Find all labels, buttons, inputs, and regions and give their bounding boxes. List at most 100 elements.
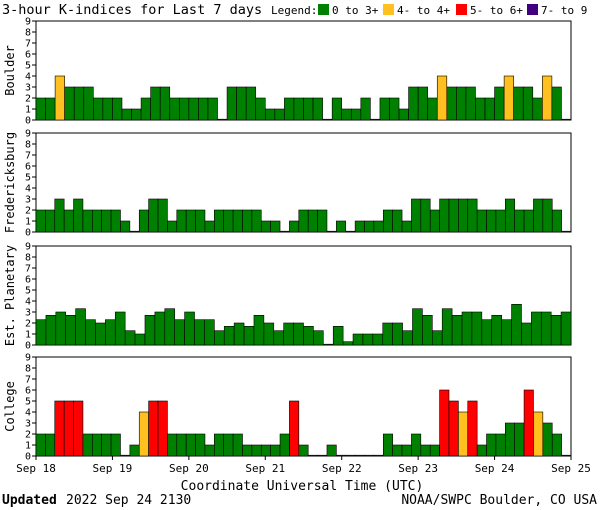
bar <box>471 311 483 346</box>
bar <box>542 198 553 233</box>
bar <box>398 108 409 121</box>
bar <box>121 108 132 121</box>
bar <box>439 198 450 233</box>
bar <box>550 314 562 346</box>
bar <box>523 389 534 457</box>
bar <box>112 97 123 121</box>
bar <box>551 86 562 121</box>
y-tick-label: 0 <box>25 228 31 239</box>
bar <box>124 330 136 346</box>
bar <box>307 209 318 233</box>
bar <box>360 97 371 121</box>
bar <box>354 220 365 233</box>
bar <box>504 422 515 457</box>
bar <box>65 314 76 346</box>
bar <box>35 97 46 121</box>
series-label: College <box>3 381 17 432</box>
bar <box>326 444 337 457</box>
bar <box>495 209 506 233</box>
y-tick-label: 3 <box>25 308 31 319</box>
bar <box>45 433 56 457</box>
bar <box>345 230 356 233</box>
y-tick-label: 9 <box>25 129 31 140</box>
bar <box>458 411 469 457</box>
y-tick-label: 0 <box>25 116 31 127</box>
x-axis-label: Coordinate Universal Time (UTC) <box>181 479 424 494</box>
bar <box>284 97 295 121</box>
legend-entry-label: 5- to 6+ <box>470 4 523 17</box>
bar <box>392 209 403 233</box>
bar <box>188 97 199 121</box>
y-tick-label: 4 <box>25 184 31 195</box>
bar <box>154 311 166 346</box>
bar <box>481 319 493 346</box>
bar <box>486 209 497 233</box>
bar <box>176 433 187 457</box>
y-tick-label: 5 <box>25 173 31 184</box>
bar <box>260 220 271 233</box>
bar <box>255 97 266 121</box>
bar <box>110 433 121 457</box>
bar <box>120 454 131 457</box>
bar <box>45 97 56 121</box>
bar <box>226 86 237 121</box>
bar <box>561 230 572 233</box>
bar <box>422 314 433 346</box>
x-tick-label: Sep 21 <box>245 462 285 475</box>
chart-title: 3-hour K-indices for Last 7 days <box>2 2 262 18</box>
y-tick-label: 3 <box>25 83 31 94</box>
x-tick-label: Sep 23 <box>398 462 438 475</box>
bar <box>451 314 463 346</box>
bar <box>140 97 151 121</box>
bar <box>350 108 362 121</box>
bar <box>264 108 276 121</box>
bar <box>195 433 206 457</box>
y-tick-label: 0 <box>25 452 31 463</box>
y-tick-label: 8 <box>25 364 31 375</box>
y-tick-label: 6 <box>25 386 31 397</box>
bar <box>138 209 149 233</box>
y-tick-label: 2 <box>25 430 31 441</box>
y-tick-label: 9 <box>25 17 31 28</box>
bar <box>279 230 290 233</box>
bar <box>64 86 75 121</box>
bar <box>389 97 400 121</box>
bar <box>427 97 438 121</box>
y-tick-label: 7 <box>25 39 31 50</box>
y-tick-label: 2 <box>25 319 31 330</box>
bar <box>408 86 419 121</box>
bar <box>392 322 403 346</box>
bar <box>341 108 352 121</box>
y-tick-label: 3 <box>25 419 31 430</box>
legend-swatch <box>527 4 538 15</box>
bar <box>382 322 393 346</box>
x-tick-label: Sep 18 <box>16 462 56 475</box>
bar <box>298 444 309 457</box>
bar <box>542 75 553 121</box>
bar <box>336 220 347 233</box>
bar <box>412 308 423 346</box>
bar <box>198 97 209 121</box>
x-tick-label: Sep 25 <box>551 462 591 475</box>
bar <box>521 322 532 346</box>
bar <box>514 422 525 457</box>
bar <box>514 209 525 233</box>
bar <box>214 433 225 457</box>
bar <box>441 308 453 346</box>
bar <box>317 209 328 233</box>
bar <box>283 322 294 346</box>
bar <box>204 220 215 233</box>
bar <box>150 86 161 121</box>
bar <box>251 209 262 233</box>
bar <box>326 230 337 233</box>
bar <box>429 209 440 233</box>
bar <box>322 118 333 121</box>
bar <box>332 325 344 346</box>
y-tick-label: 8 <box>25 28 31 39</box>
y-tick-label: 4 <box>25 72 31 83</box>
legend-swatch <box>318 4 329 15</box>
bar <box>439 389 450 457</box>
bar <box>174 319 185 346</box>
bar <box>491 314 502 346</box>
